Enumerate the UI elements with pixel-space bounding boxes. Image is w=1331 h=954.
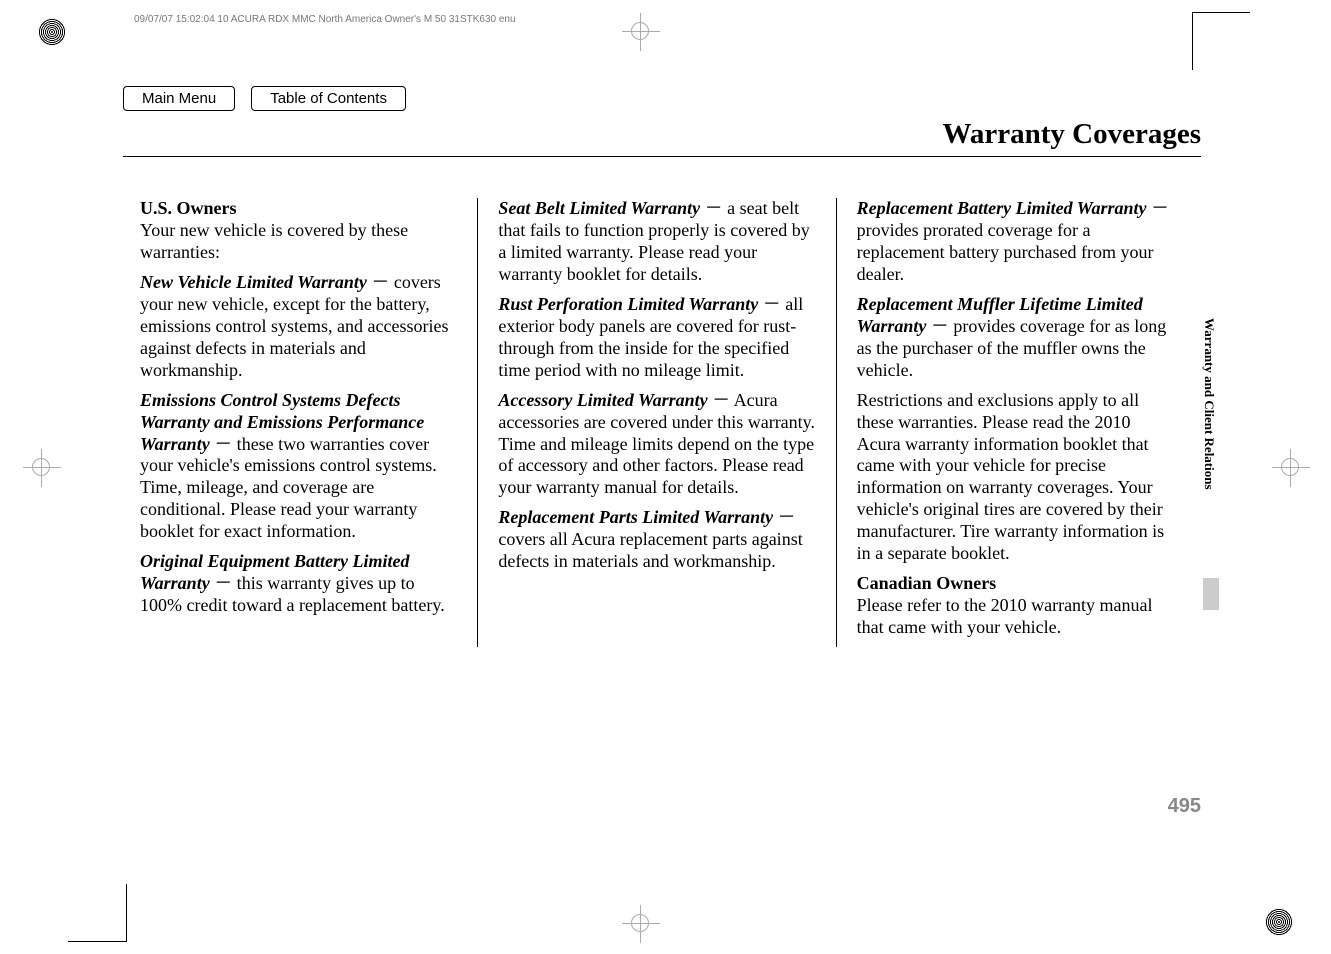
registration-mark [631, 914, 649, 932]
nav-button-group: Main Menu Table of Contents [123, 86, 406, 111]
registration-mark [631, 22, 649, 40]
warranty-name: New Vehicle Limited Warranty [140, 272, 367, 292]
registration-mark [32, 458, 50, 476]
section-tab-label: Warranty and Client Relations [1201, 318, 1217, 490]
registration-mark [1281, 458, 1299, 476]
us-owners-heading: U.S. Owners [140, 198, 237, 218]
us-owners-body: Your new vehicle is covered by these war… [140, 220, 408, 262]
crop-mark [1192, 12, 1193, 70]
column-divider [836, 198, 837, 647]
column-divider [477, 198, 478, 647]
warranty-name: Replacement Battery Limited Warranty [857, 198, 1147, 218]
warranty-name: Rust Perforation Limited Warranty [498, 294, 758, 314]
header-metadata: 09/07/07 15:02:04 10 ACURA RDX MMC North… [134, 14, 516, 25]
warranty-name: Replacement Parts Limited Warranty [498, 507, 773, 527]
page-title: Warranty Coverages [942, 118, 1201, 151]
warranty-name: Seat Belt Limited Warranty [498, 198, 700, 218]
canadian-owners-body: Please refer to the 2010 warranty manual… [857, 595, 1153, 637]
crop-mark [126, 884, 127, 942]
crop-mark [68, 941, 126, 942]
content-columns: U.S. Owners Your new vehicle is covered … [128, 198, 1186, 647]
crop-mark [1192, 12, 1250, 13]
canadian-owners-heading: Canadian Owners [857, 573, 997, 593]
restrictions-text: Restrictions and exclusions apply to all… [857, 390, 1174, 566]
column-1: U.S. Owners Your new vehicle is covered … [128, 198, 469, 647]
column-2: Seat Belt Limited Warranty － a seat belt… [486, 198, 827, 647]
main-menu-button[interactable]: Main Menu [123, 86, 235, 111]
color-bar-icon [1265, 908, 1293, 936]
toc-button[interactable]: Table of Contents [251, 86, 406, 111]
title-rule [123, 156, 1201, 157]
section-tab-marker [1203, 578, 1219, 610]
column-3: Replacement Battery Limited Warranty － p… [845, 198, 1186, 647]
color-bar-icon [38, 18, 66, 46]
warranty-name: Accessory Limited Warranty [498, 390, 707, 410]
page-number: 495 [1168, 795, 1201, 818]
